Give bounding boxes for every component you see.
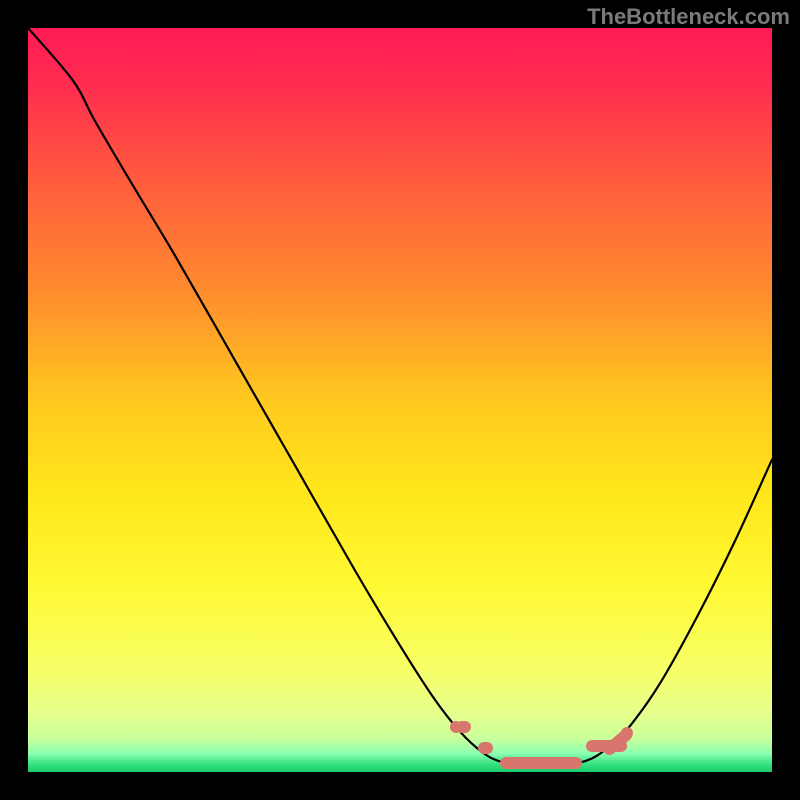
watermark-text: TheBottleneck.com (587, 4, 790, 30)
border-bottom (0, 772, 800, 800)
optimal-segment (478, 742, 493, 754)
chart-frame: TheBottleneck.com (0, 0, 800, 800)
curve-path (28, 28, 772, 766)
border-left (0, 0, 28, 800)
plot-area (28, 28, 772, 772)
optimal-segment (500, 757, 582, 769)
border-right (772, 0, 800, 800)
bottleneck-curve (28, 28, 772, 772)
